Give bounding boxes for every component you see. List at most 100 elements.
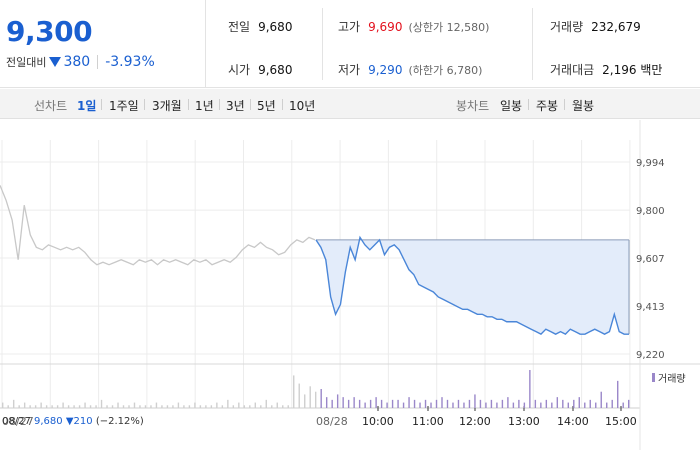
volume-bar (111, 405, 114, 408)
chart-area-fill (316, 237, 630, 335)
volume-bar (78, 405, 81, 408)
volume-bar (271, 405, 273, 408)
period-tab-3m[interactable]: 3개월 (152, 99, 182, 113)
volume-bar (309, 386, 311, 408)
volume-bar (358, 399, 361, 408)
volume-bar (287, 405, 289, 408)
volume-bar (331, 399, 333, 408)
volume-bar (161, 405, 163, 408)
volume-bar (29, 405, 31, 408)
volume-bar (194, 402, 196, 408)
volume-bar (298, 383, 300, 408)
volume-bar (51, 405, 53, 408)
price-chart[interactable]: 9,994 9,800 9,607 9,413 9,220 08/27 08/2… (0, 120, 700, 450)
x-tick-label: 08/27 (2, 415, 34, 428)
volume-bar (265, 399, 267, 408)
volume-bar (18, 405, 20, 408)
upper-limit: (상한가 12,580) (408, 21, 490, 34)
y-tick-label: 9,413 (636, 302, 665, 313)
volume-bar (2, 402, 4, 408)
volume-bar (221, 405, 224, 408)
volume-bar (243, 405, 246, 408)
metric-value: 2,196 백만 (602, 63, 663, 77)
volume-bar (56, 405, 59, 408)
period-tab-10y[interactable]: 10년 (289, 99, 316, 113)
divider (144, 99, 145, 110)
period-tab-1y[interactable]: 1년 (195, 99, 214, 113)
volume-bar (172, 405, 174, 408)
divider (101, 99, 102, 110)
x-axis: 08/27 08/28 10:00 11:00 12:00 13:00 14:0… (2, 415, 637, 428)
volume-bar (501, 399, 504, 408)
volume-bar (446, 399, 449, 408)
volume-bar (419, 402, 421, 408)
volume-bar (254, 402, 256, 408)
volume-bar (122, 405, 125, 408)
volume-bar (529, 370, 531, 408)
volume-bar (534, 399, 537, 408)
volume-bar (617, 380, 619, 408)
volume-bar (589, 399, 591, 408)
volume-bar (315, 391, 317, 408)
volume-bar (45, 405, 48, 408)
volume-bar (183, 405, 185, 408)
volume-bar (435, 399, 438, 408)
volume-bar (391, 399, 394, 408)
metric-label: 고가 (338, 20, 361, 34)
volume-bar (452, 402, 454, 408)
volume-bar (238, 402, 240, 408)
period-tab-1w[interactable]: 1주일 (109, 99, 139, 113)
volume-bar (364, 402, 366, 408)
period-tab-1d[interactable]: 1일 (77, 99, 97, 113)
price-area-fill (316, 237, 629, 335)
line-chart-label: 선차트 (34, 99, 68, 113)
metric-value: 9,290 (368, 63, 403, 77)
chart-lines (0, 185, 629, 336)
prev-day-date: 08/27 (2, 416, 31, 427)
volume-bar (556, 397, 559, 408)
volume-bar (512, 402, 515, 408)
current-price-box: 9,300 전일대비 380 -3.93% (0, 0, 206, 88)
volume-bar (293, 375, 295, 408)
volume-bar (276, 402, 278, 408)
volume-bar (474, 394, 476, 408)
volume-bar (402, 402, 405, 408)
y-tick-label: 9,607 (636, 254, 665, 265)
change-row: 전일대비 380 -3.93% (6, 54, 155, 70)
period-tab-5y[interactable]: 5년 (257, 99, 276, 113)
volume-bar (325, 397, 328, 408)
candle-tab-monthly[interactable]: 월봉 (572, 99, 595, 113)
divider (322, 8, 323, 80)
volume-bar (155, 402, 158, 408)
volume-bar (304, 394, 306, 408)
volume-bar (353, 397, 355, 408)
volume-bar (95, 405, 97, 408)
volume-bar (567, 402, 569, 408)
volume-bar (150, 405, 152, 408)
period-tab-3y[interactable]: 3년 (226, 99, 245, 113)
volume-bar (89, 405, 92, 408)
volume-bar (188, 405, 191, 408)
y-tick-label: 9,220 (636, 350, 665, 361)
volume-bar (177, 402, 180, 408)
candle-tab-daily[interactable]: 일봉 (500, 99, 523, 113)
change-value: 380 (63, 54, 91, 70)
volume-bar (342, 397, 344, 408)
metric-label: 거래량 (550, 20, 584, 34)
divider (282, 99, 283, 110)
volume-bar (347, 399, 350, 408)
divider (97, 55, 99, 69)
volume-bar (468, 399, 471, 408)
volume-bar (490, 399, 493, 408)
volume-bar (479, 399, 482, 408)
metric-low: 저가 9,290 (하한가 6,780) (338, 61, 482, 78)
volume-bar (518, 399, 520, 408)
volume-bar (441, 397, 443, 408)
candle-tab-weekly[interactable]: 주봉 (536, 99, 559, 113)
y-tick-label: 9,800 (636, 206, 665, 217)
metric-trade-amount: 거래대금 2,196 백만 (550, 61, 662, 78)
volume-bar (232, 405, 235, 408)
stock-summary: 9,300 전일대비 380 -3.93% 전일 9,680 시가 9,680 … (0, 0, 700, 88)
down-arrow-icon (49, 57, 62, 67)
volume-bar (23, 402, 26, 408)
